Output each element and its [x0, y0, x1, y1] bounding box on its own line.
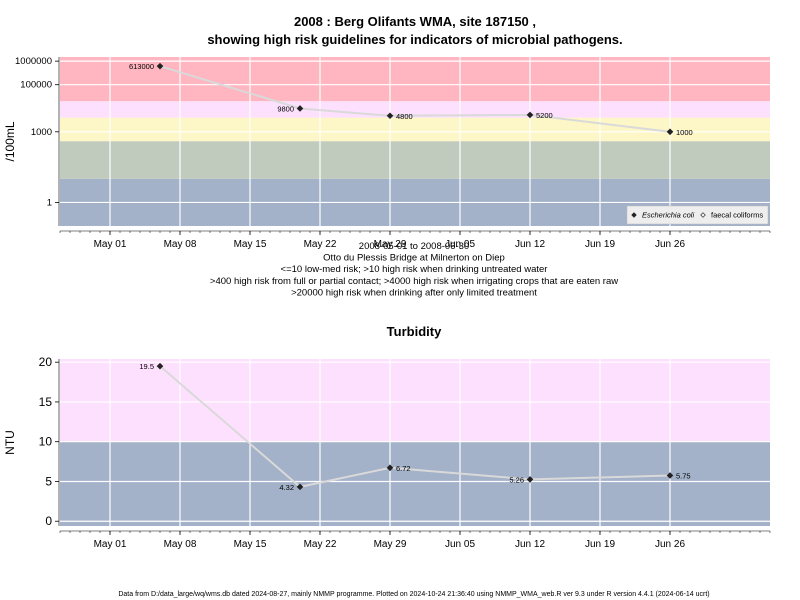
data-label: 19.5: [139, 362, 154, 371]
chart-title-line-1: 2008 : Berg Olifants WMA, site 187150 ,: [294, 14, 536, 29]
x-tick-label: Jun 05: [445, 539, 475, 550]
risk-band: [60, 141, 770, 179]
x-tick-label: May 08: [164, 539, 197, 550]
x-tick-label: May 29: [374, 239, 407, 250]
x-tick-label: May 29: [374, 539, 407, 550]
y-tick-label: 0: [45, 514, 52, 528]
y-tick-label: 1000: [31, 127, 52, 138]
x-tick-label: Jun 12: [515, 539, 545, 550]
legend-entry: Escherichia coli: [642, 211, 694, 220]
risk-band: [60, 359, 770, 442]
legend-marker: [700, 212, 706, 218]
x-tick-label: May 01: [94, 239, 127, 250]
x-tick-label: May 22: [304, 239, 337, 250]
subtitle-line: >20000 high risk when drinking after onl…: [291, 287, 537, 298]
data-label: 613000: [129, 62, 154, 71]
y-tick-label: 20: [39, 355, 53, 369]
y-tick-label: 10: [39, 435, 53, 449]
data-point: [296, 483, 304, 491]
x-tick-label: Jun 12: [515, 239, 545, 250]
x-tick-label: May 15: [234, 539, 267, 550]
data-label: 9800: [277, 104, 294, 113]
data-label: 4800: [396, 112, 413, 121]
data-point: [666, 472, 674, 479]
x-tick-label: May 08: [164, 239, 197, 250]
x-tick-label: Jun 05: [445, 239, 475, 250]
data-label: 4.32: [279, 483, 294, 492]
risk-band: [60, 101, 770, 118]
data-point: [156, 62, 164, 70]
y-tick-label: 1000000: [15, 56, 52, 67]
x-tick-label: Jun 19: [585, 539, 615, 550]
data-point: [666, 128, 674, 136]
x-tick-label: Jun 26: [655, 539, 685, 550]
x-tick-label: May 15: [234, 239, 267, 250]
risk-band: [60, 441, 770, 526]
y-tick-label: 5: [45, 474, 52, 488]
y-tick-label: 15: [39, 395, 53, 409]
risk-band: [60, 117, 770, 142]
data-label: 6.72: [396, 464, 411, 473]
y-axis-title: /100mL: [3, 121, 17, 161]
legend-box: [626, 205, 769, 225]
data-point: [156, 362, 164, 370]
legend-marker: [631, 212, 637, 218]
data-label: 5.26: [509, 475, 524, 484]
x-tick-label: May 01: [94, 539, 127, 550]
turbidity-panel: 0 5 10 15 20 May 01 May 08 May 15 May 22 May 29 Ju…: [3, 355, 771, 550]
risk-band: [60, 57, 770, 102]
x-tick-label: Jun 19: [585, 239, 615, 250]
data-label: 5200: [536, 111, 553, 120]
footer-note: Data from D:/data_large/wq/wms.db dated …: [118, 591, 709, 598]
data-point: [526, 111, 534, 119]
y-axis-title: NTU: [3, 430, 17, 455]
data-label: 5.75: [676, 472, 691, 481]
chart-title-line-2: showing high risk guidelines for indicat…: [207, 32, 622, 47]
subtitle-line: Otto du Plessis Bridge at Milnerton on D…: [323, 253, 505, 264]
data-point: [386, 464, 394, 472]
subtitle-line: >400 high risk from full or partial cont…: [210, 276, 618, 287]
subtitle-line: 2008-05-01 to 2008-06-30: [359, 241, 469, 252]
turbidity-title: Turbidity: [387, 324, 442, 339]
x-tick-label: Jun 26: [655, 239, 685, 250]
y-tick-label: 100000: [20, 80, 52, 91]
microbial-panel: 1 1000 100000 1000000 May 01 May 08 May 15 May …: [3, 56, 771, 250]
subtitle-line: <=10 low-med risk; >10 high risk when dr…: [281, 264, 548, 275]
data-point: [296, 105, 304, 112]
legend-entry: faecal coliforms: [711, 211, 763, 220]
y-tick-label: 1: [47, 197, 52, 208]
data-point: [526, 476, 534, 483]
data-point: [386, 112, 394, 120]
data-label: 1000: [676, 128, 693, 137]
x-tick-label: May 22: [304, 539, 337, 550]
